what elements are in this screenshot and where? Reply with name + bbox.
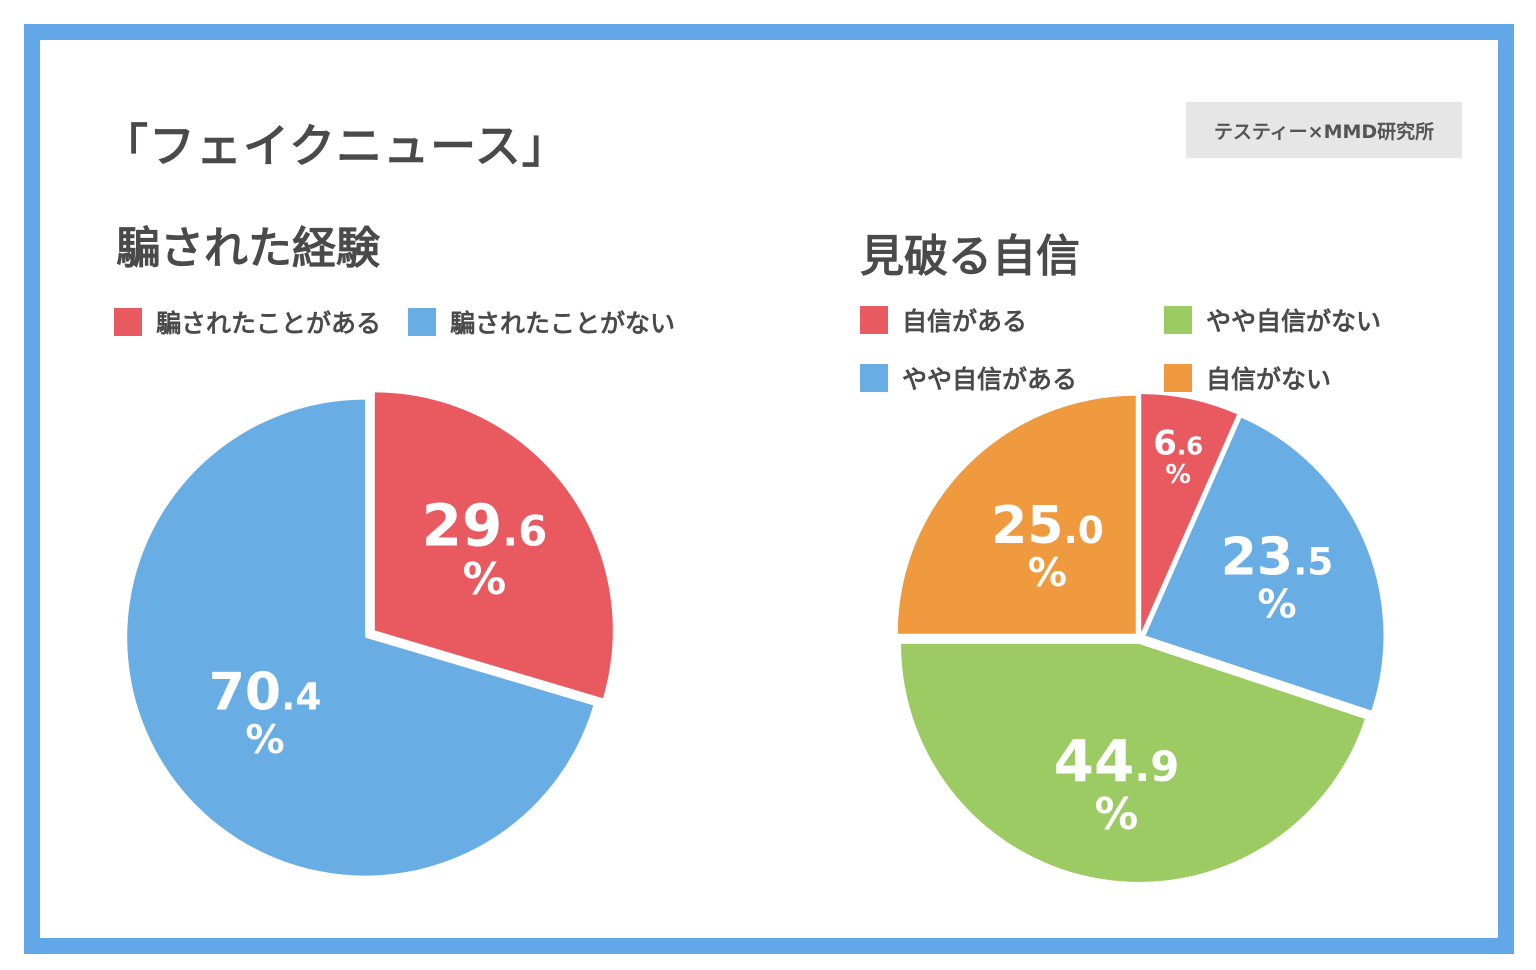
legend-swatch bbox=[1164, 306, 1192, 334]
slice-value-label: 70.4 bbox=[209, 663, 322, 723]
legend-label: 自信がある bbox=[902, 307, 1028, 336]
legend-label: 騙されたことがある bbox=[156, 309, 382, 338]
legend-item-deceived-no: 騙されたことがない bbox=[408, 304, 675, 340]
legend-item-somewhat-confident: やや自信がある bbox=[860, 360, 1077, 396]
legend-label: やや自信がある bbox=[902, 365, 1078, 394]
legend-item-somewhat-not-confident: やや自信がない bbox=[1164, 302, 1381, 338]
legend-swatch bbox=[408, 308, 436, 336]
legend-swatch bbox=[1164, 364, 1192, 392]
pie-slice bbox=[901, 643, 1365, 882]
legend-label: 騙されたことがない bbox=[450, 309, 676, 338]
slice-unit-label: % bbox=[1095, 790, 1139, 840]
slice-value-label: 23.5 bbox=[1221, 528, 1334, 588]
chart-title-deceived: 騙された経験 bbox=[116, 223, 380, 274]
legend-swatch bbox=[114, 308, 142, 336]
slice-value-label: 6.6 bbox=[1153, 424, 1203, 464]
legend-swatch bbox=[860, 364, 888, 392]
pie-chart-1: 6.6%23.5%44.9%25.0% bbox=[897, 394, 1384, 882]
source-badge: テスティー×MMD研究所 bbox=[1186, 102, 1462, 158]
pie-slice bbox=[374, 392, 613, 699]
slice-value-label: 29.6 bbox=[422, 492, 548, 560]
legend-item-not-confident: 自信がない bbox=[1164, 360, 1331, 396]
slice-unit-label: % bbox=[463, 555, 507, 605]
legend-label: やや自信がない bbox=[1206, 307, 1382, 336]
slice-value-label: 44.9 bbox=[1054, 727, 1180, 795]
pie-slice bbox=[1141, 394, 1238, 633]
slice-unit-label: % bbox=[1258, 583, 1297, 628]
legend-item-deceived-yes: 騙されたことがある bbox=[114, 304, 381, 340]
slice-unit-label: % bbox=[1165, 460, 1191, 490]
pie-slice bbox=[127, 399, 594, 876]
pie-chart-0: 29.6%70.4% bbox=[127, 392, 613, 876]
chart-title-confidence: 見破る自信 bbox=[860, 231, 1080, 282]
slice-unit-label: % bbox=[246, 718, 285, 763]
legend-label: 自信がない bbox=[1206, 365, 1332, 394]
pie-charts: 29.6%70.4%6.6%23.5%44.9%25.0% bbox=[127, 392, 1384, 882]
legend-swatch bbox=[860, 306, 888, 334]
chart-frame: 「フェイクニュース」 テスティー×MMD研究所 騙された経験 騙されたことがある… bbox=[24, 24, 1514, 954]
legend-item-confident: 自信がある bbox=[860, 302, 1027, 338]
slice-value-label: 25.0 bbox=[991, 496, 1104, 556]
main-title: 「フェイクニュース」 bbox=[102, 119, 569, 173]
pie-slice bbox=[1145, 417, 1384, 711]
pie-slice bbox=[897, 395, 1136, 634]
slice-unit-label: % bbox=[1028, 551, 1067, 596]
